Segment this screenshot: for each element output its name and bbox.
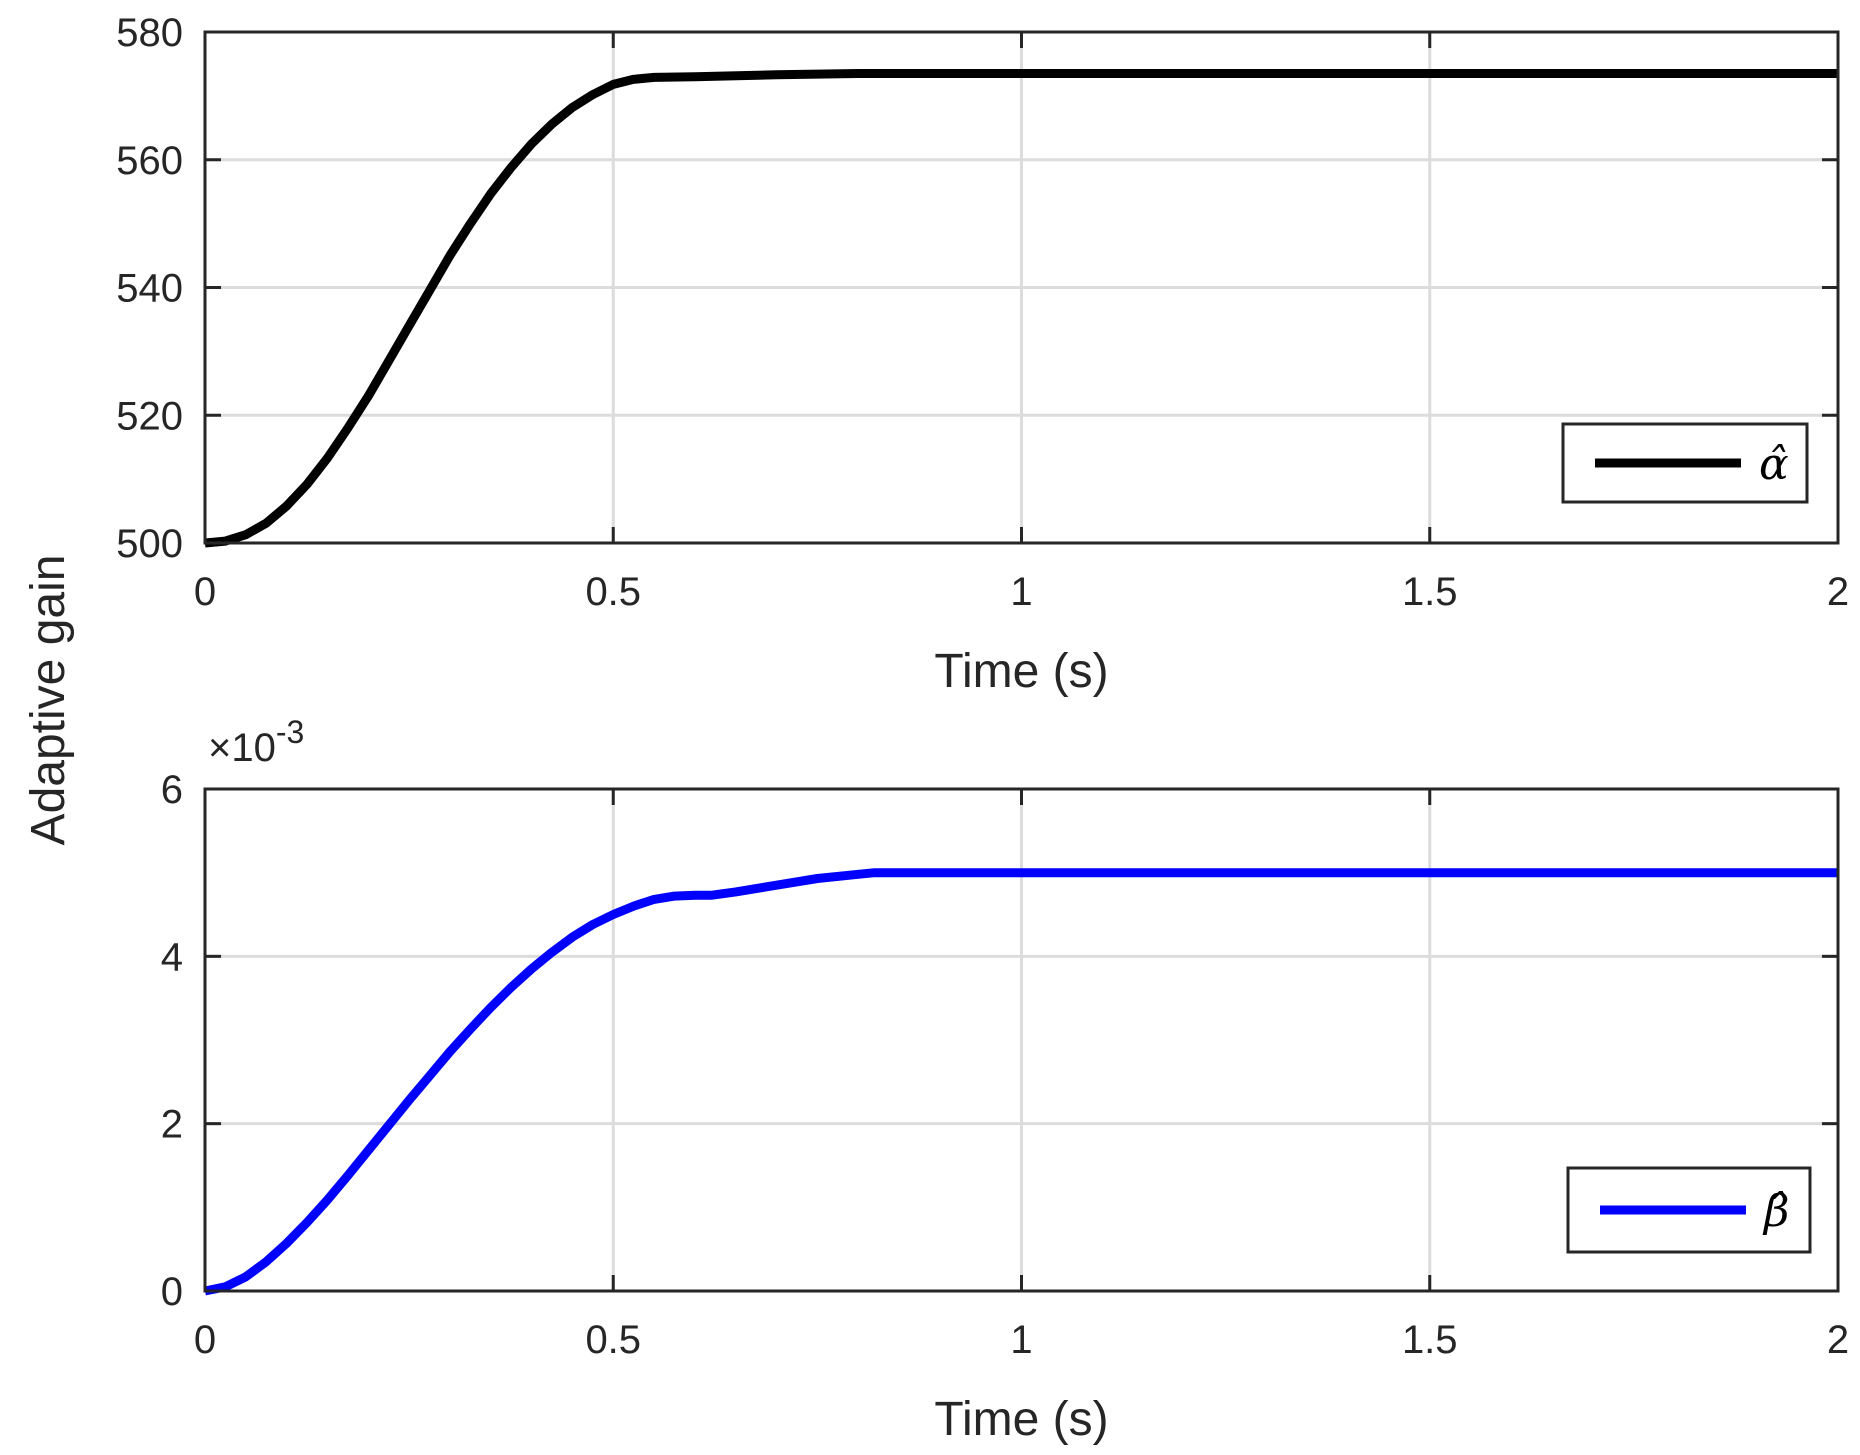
y-tick-label: 2 [161,1103,183,1147]
bottom-plot: 0 0.5 1 1.5 2 0 2 4 6 Time (s) ×10-3 β̂ [161,714,1849,1446]
legend-label: β̂ [1762,1186,1789,1237]
y-tick-label: 4 [161,935,183,979]
x-axis-label: Time (s) [934,1393,1108,1446]
top-plot: 0 0.5 1 1.5 2 500 520 540 560 580 Time (s) α̂ [116,11,1849,698]
x-tick-label: 0 [194,570,216,614]
series-line-0 [204,69,1838,548]
series-line-0 [204,868,1838,1296]
y-tick-label: 580 [116,11,183,55]
x-tick-label: 0.5 [585,1318,641,1362]
x-tick-label: 1.5 [1402,1318,1458,1362]
x-tick-label: 0.5 [585,570,641,614]
x-tick-label: 1.5 [1402,570,1458,614]
x-axis-label: Time (s) [934,645,1108,698]
y-tick-label: 520 [116,394,183,438]
x-tick-label: 2 [1827,1318,1849,1362]
x-tick-label: 0 [194,1318,216,1362]
y-tick-label: 540 [116,267,183,311]
y-tick-label: 0 [161,1270,183,1314]
x-tick-label: 1 [1010,1318,1032,1362]
legend-label: α̂ [1759,439,1789,490]
y-tick-label: 500 [116,522,183,566]
x-tick-label: 1 [1010,570,1032,614]
legend: α̂ [1561,422,1809,504]
y-tick-label: 560 [116,139,183,183]
y-exponent-label: ×10-3 [208,714,304,770]
y-tick-label: 6 [161,768,183,812]
legend: β̂ [1566,1166,1812,1254]
x-tick-label: 2 [1827,570,1849,614]
shared-y-axis-label: Adaptive gain [22,555,75,846]
